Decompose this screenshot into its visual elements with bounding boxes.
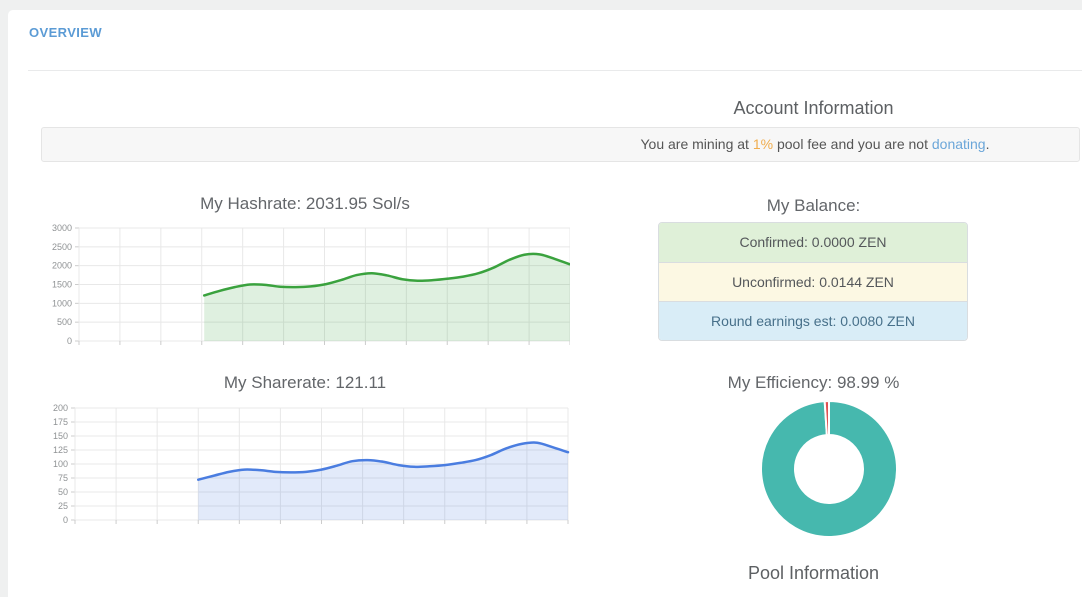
mining-fee-notice: You are mining at 1% pool fee and you ar… bbox=[41, 127, 1080, 162]
balance-row-round-earnings: Round earnings est: 0.0080 ZEN bbox=[659, 301, 967, 340]
svg-text:200: 200 bbox=[53, 403, 68, 413]
svg-text:125: 125 bbox=[53, 445, 68, 455]
svg-text:0: 0 bbox=[63, 515, 68, 525]
header-divider bbox=[28, 70, 1082, 71]
sharerate-chart-title: My Sharerate: 121.11 bbox=[223, 373, 387, 392]
svg-text:2500: 2500 bbox=[52, 242, 72, 252]
donating-link[interactable]: donating bbox=[931, 136, 986, 152]
sharerate-chart: 0 25 50 75 100 125 150 175 200 bbox=[53, 403, 570, 525]
notice-pre-text: You are mining at bbox=[640, 136, 753, 152]
page-title: OVERVIEW bbox=[29, 25, 103, 40]
svg-text:500: 500 bbox=[57, 317, 72, 327]
svg-text:50: 50 bbox=[58, 487, 68, 497]
mining-fee-notice-text: You are mining at 1% pool fee and you ar… bbox=[549, 128, 1081, 161]
efficiency-chart-title: My Efficiency: 98.99 % bbox=[727, 373, 900, 392]
svg-text:175: 175 bbox=[53, 417, 68, 427]
svg-text:2000: 2000 bbox=[52, 261, 72, 271]
svg-text:150: 150 bbox=[53, 431, 68, 441]
svg-text:1500: 1500 bbox=[52, 280, 72, 290]
efficiency-donut-chart bbox=[760, 400, 898, 538]
notice-mid-text: pool fee and you are not bbox=[773, 136, 932, 152]
balance-row-unconfirmed: Unconfirmed: 0.0144 ZEN bbox=[659, 262, 967, 301]
pool-fee-value: 1% bbox=[752, 136, 774, 152]
account-information-heading: Account Information bbox=[733, 98, 894, 118]
balance-row-confirmed: Confirmed: 0.0000 ZEN bbox=[659, 223, 967, 262]
hashrate-chart-title: My Hashrate: 2031.95 Sol/s bbox=[200, 194, 410, 213]
pool-information-heading: Pool Information bbox=[747, 563, 880, 583]
hashrate-chart: 0 500 1000 1500 2000 2500 3000 bbox=[52, 223, 570, 346]
balance-table: Confirmed: 0.0000 ZEN Unconfirmed: 0.014… bbox=[658, 222, 968, 341]
overview-card: OVERVIEW Account Information You are min… bbox=[8, 10, 1082, 597]
svg-text:1000: 1000 bbox=[52, 298, 72, 308]
svg-text:25: 25 bbox=[58, 501, 68, 511]
balance-heading: My Balance: bbox=[766, 196, 861, 215]
svg-text:3000: 3000 bbox=[52, 223, 72, 233]
svg-text:100: 100 bbox=[53, 459, 68, 469]
svg-text:75: 75 bbox=[58, 473, 68, 483]
notice-post-text: . bbox=[985, 136, 990, 152]
svg-text:0: 0 bbox=[67, 336, 72, 346]
